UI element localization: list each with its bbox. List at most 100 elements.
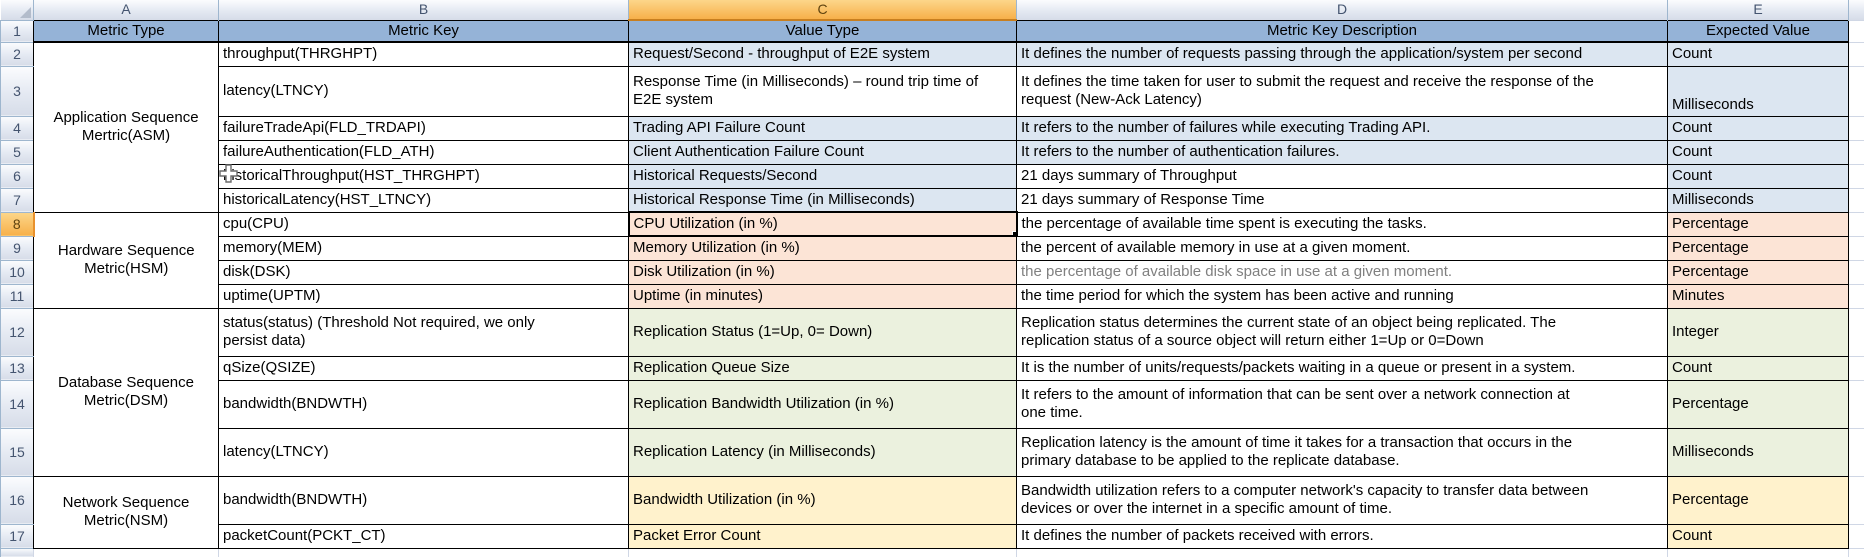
- cell-a12-dsm-group[interactable]: Database Sequence Metric(DSM): [33, 307, 219, 477]
- cell-d4[interactable]: It refers to the number of failures whil…: [1016, 115, 1668, 141]
- cell-b10[interactable]: disk(DSK): [218, 259, 629, 285]
- cell-f11[interactable]: [1848, 283, 1864, 309]
- cell-d2[interactable]: It defines the number of requests passin…: [1016, 41, 1668, 67]
- cell-e15[interactable]: Milliseconds: [1667, 427, 1849, 477]
- cell-f13[interactable]: [1848, 355, 1864, 381]
- cell-d8[interactable]: the percentage of available time spent i…: [1016, 211, 1668, 237]
- cell-d1-description-header[interactable]: Metric Key Description: [1016, 19, 1668, 43]
- cell-c13[interactable]: Replication Queue Size: [628, 355, 1017, 381]
- row-header-2[interactable]: 2: [0, 41, 34, 67]
- cell-c4[interactable]: Trading API Failure Count: [628, 115, 1017, 141]
- cell-b9[interactable]: memory(MEM): [218, 235, 629, 261]
- cell-e14[interactable]: Percentage: [1667, 379, 1849, 429]
- cell-e3[interactable]: Milliseconds: [1667, 65, 1849, 117]
- row-header-17[interactable]: 17: [0, 523, 34, 549]
- row-header-4[interactable]: 4: [0, 115, 34, 141]
- cell-a18[interactable]: [33, 547, 219, 557]
- row-header-10[interactable]: 10: [0, 259, 34, 285]
- cell-b18[interactable]: [218, 547, 629, 557]
- row-header-12[interactable]: 12: [0, 307, 34, 357]
- fill-handle[interactable]: [1011, 231, 1015, 234]
- row-header-15[interactable]: 15: [0, 427, 34, 477]
- cell-b7[interactable]: historicalLatency(HST_LTNCY): [218, 187, 629, 213]
- row-header-3[interactable]: 3: [0, 65, 34, 117]
- cell-f9[interactable]: [1848, 235, 1864, 261]
- cell-f5[interactable]: [1848, 139, 1864, 165]
- cell-d17[interactable]: It defines the number of packets receive…: [1016, 523, 1668, 549]
- cell-e8[interactable]: Percentage: [1667, 211, 1849, 237]
- cell-e12[interactable]: Integer: [1667, 307, 1849, 357]
- cell-d15[interactable]: Replication latency is the amount of tim…: [1016, 427, 1668, 477]
- cell-d5[interactable]: It refers to the number of authenticatio…: [1016, 139, 1668, 165]
- cell-c15[interactable]: Replication Latency (in Milliseconds): [628, 427, 1017, 477]
- cell-e16[interactable]: Percentage: [1667, 475, 1849, 525]
- cell-c7[interactable]: Historical Response Time (in Millisecond…: [628, 187, 1017, 213]
- cell-f18[interactable]: [1848, 547, 1864, 557]
- cell-b2[interactable]: throughput(THRGHPT): [218, 41, 629, 67]
- column-header-d[interactable]: D: [1016, 0, 1668, 20]
- cell-f4[interactable]: [1848, 115, 1864, 141]
- cell-b17[interactable]: packetCount(PCKT_CT): [218, 523, 629, 549]
- cell-e9[interactable]: Percentage: [1667, 235, 1849, 261]
- column-header-e[interactable]: E: [1667, 0, 1849, 20]
- cell-d6[interactable]: 21 days summary of Throughput: [1016, 163, 1668, 189]
- select-all-corner[interactable]: [0, 0, 34, 21]
- cell-e11[interactable]: Minutes: [1667, 283, 1849, 309]
- row-header-6[interactable]: 6: [0, 163, 34, 189]
- cell-c6[interactable]: Historical Requests/Second: [628, 163, 1017, 189]
- cell-b16[interactable]: bandwidth(BNDWTH): [218, 475, 629, 525]
- cell-b3[interactable]: latency(LTNCY): [218, 65, 629, 117]
- row-header-5[interactable]: 5: [0, 139, 34, 165]
- cell-d16[interactable]: Bandwidth utilization refers to a comput…: [1016, 475, 1668, 525]
- cell-d3[interactable]: It defines the time taken for user to su…: [1016, 65, 1668, 117]
- cell-f12[interactable]: [1848, 307, 1864, 357]
- cell-a2-asm-group[interactable]: Application Sequence Mertric(ASM): [33, 41, 219, 213]
- cell-b6[interactable]: historicalThroughput(HST_THRGHPT): [218, 163, 629, 189]
- cell-d12[interactable]: Replication status determines the curren…: [1016, 307, 1668, 357]
- cell-c1-value-type-header[interactable]: Value Type: [628, 19, 1017, 43]
- cell-c17[interactable]: Packet Error Count: [628, 523, 1017, 549]
- row-header-8[interactable]: 8: [0, 211, 35, 237]
- row-header-1[interactable]: 1: [0, 19, 34, 43]
- column-header-b[interactable]: B: [218, 0, 629, 20]
- column-header-f-partial[interactable]: [1848, 0, 1864, 20]
- cell-d13[interactable]: It is the number of units/requests/packe…: [1016, 355, 1668, 381]
- cell-f14[interactable]: [1848, 379, 1864, 429]
- cell-b12[interactable]: status(status) (Threshold Not required, …: [218, 307, 629, 357]
- cell-c18[interactable]: [628, 547, 1017, 557]
- cell-c8-active-cell[interactable]: CPU Utilization (in %): [627, 211, 1018, 237]
- cell-c3[interactable]: Response Time (in Milliseconds) – round …: [628, 65, 1017, 117]
- cell-f6[interactable]: [1848, 163, 1864, 189]
- row-header-7[interactable]: 7: [0, 187, 34, 213]
- column-header-c[interactable]: C: [628, 0, 1017, 21]
- cell-c9[interactable]: Memory Utilization (in %): [628, 235, 1017, 261]
- cell-f8[interactable]: [1848, 211, 1864, 237]
- cell-f10[interactable]: [1848, 259, 1864, 285]
- cell-d11[interactable]: the time period for which the system has…: [1016, 283, 1668, 309]
- cell-e7[interactable]: Milliseconds: [1667, 187, 1849, 213]
- cell-b1-metric-key-header[interactable]: Metric Key: [218, 19, 629, 43]
- cell-e4[interactable]: Count: [1667, 115, 1849, 141]
- cell-f17[interactable]: [1848, 523, 1864, 549]
- cell-b15[interactable]: latency(LTNCY): [218, 427, 629, 477]
- cell-a1-metric-type-header[interactable]: Metric Type: [33, 19, 219, 43]
- cell-c10[interactable]: Disk Utilization (in %): [628, 259, 1017, 285]
- cell-e1-expected-value-header[interactable]: Expected Value: [1667, 19, 1849, 43]
- cell-f16[interactable]: [1848, 475, 1864, 525]
- row-header-18-partial[interactable]: [0, 547, 34, 557]
- cell-b13[interactable]: qSize(QSIZE): [218, 355, 629, 381]
- cell-e18[interactable]: [1667, 547, 1849, 557]
- cell-c14[interactable]: Replication Bandwidth Utilization (in %): [628, 379, 1017, 429]
- row-header-11[interactable]: 11: [0, 283, 34, 309]
- row-header-14[interactable]: 14: [0, 379, 34, 429]
- cell-e13[interactable]: Count: [1667, 355, 1849, 381]
- cell-e17[interactable]: Count: [1667, 523, 1849, 549]
- cell-c2[interactable]: Request/Second - throughput of E2E syste…: [628, 41, 1017, 67]
- cell-c11[interactable]: Uptime (in minutes): [628, 283, 1017, 309]
- cell-f3[interactable]: [1848, 65, 1864, 117]
- cell-d9[interactable]: the percent of available memory in use a…: [1016, 235, 1668, 261]
- cell-f7[interactable]: [1848, 187, 1864, 213]
- cell-c16[interactable]: Bandwidth Utilization (in %): [628, 475, 1017, 525]
- cell-f15[interactable]: [1848, 427, 1864, 477]
- cell-c12[interactable]: Replication Status (1=Up, 0= Down): [628, 307, 1017, 357]
